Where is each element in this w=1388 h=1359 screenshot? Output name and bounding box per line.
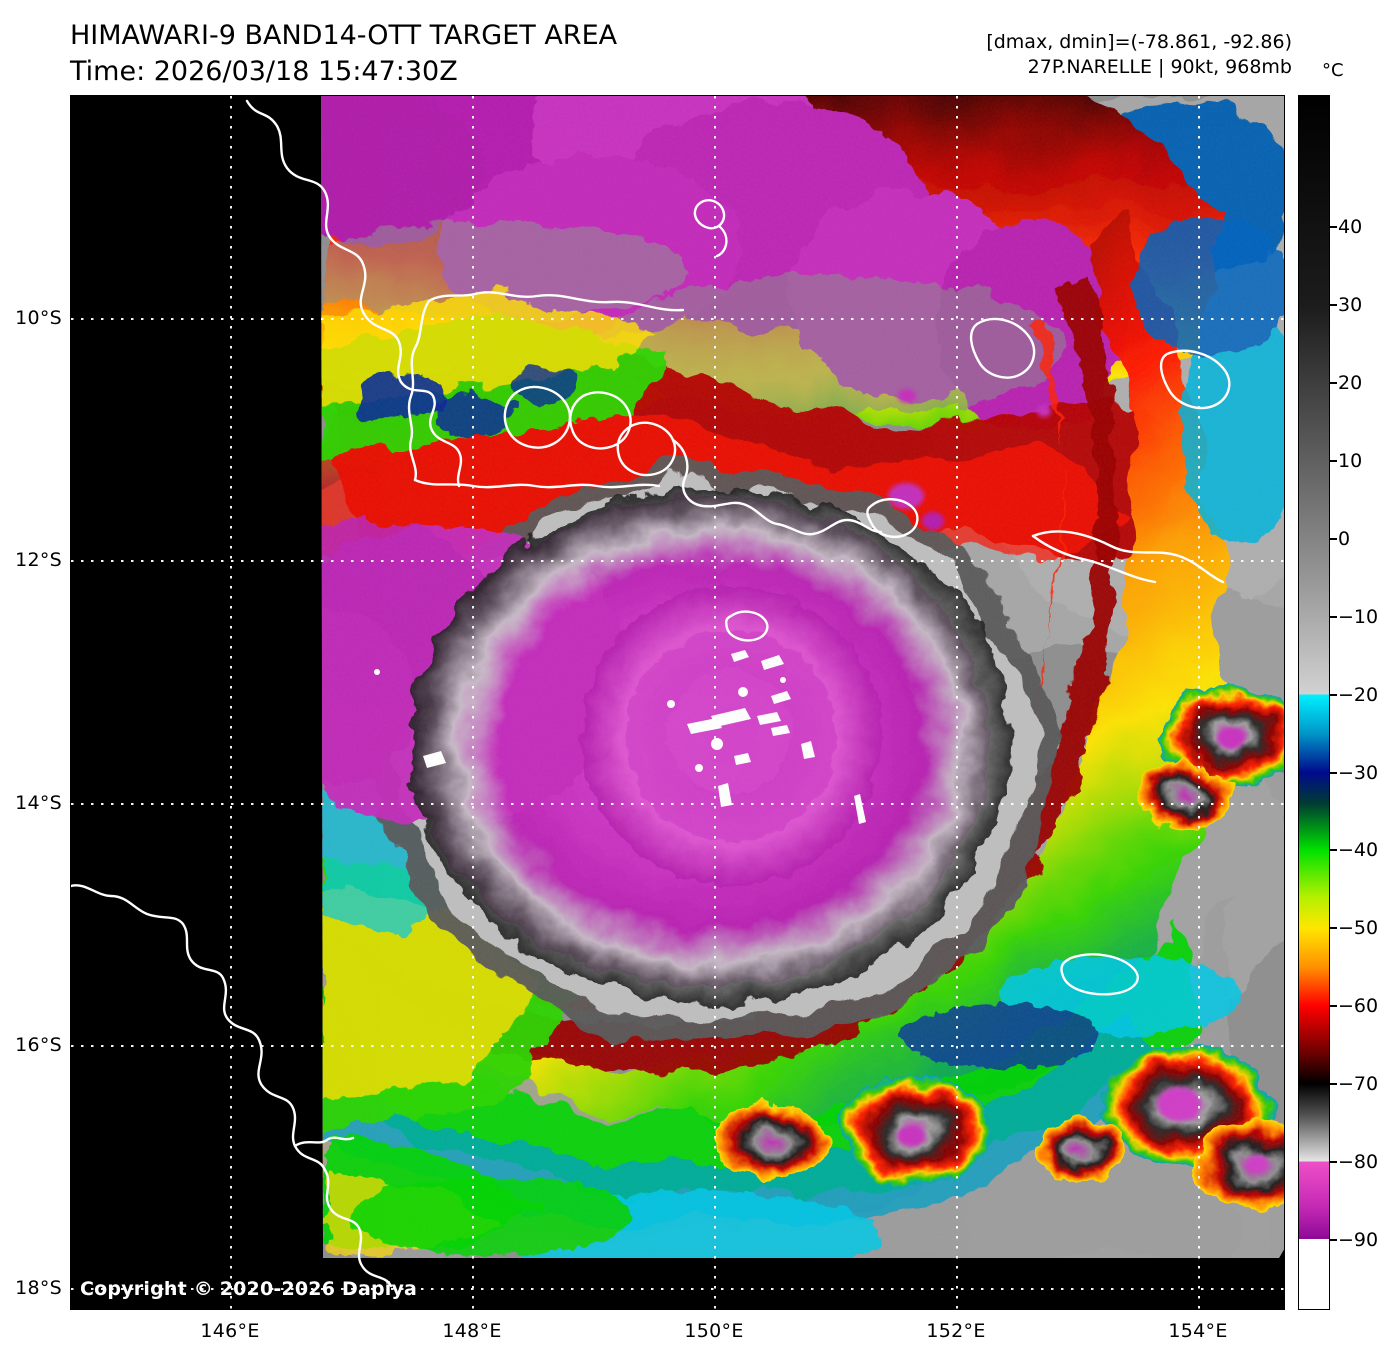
colorbar-tick-label: −40 <box>1338 839 1379 862</box>
satellite-imagery-canvas <box>71 96 1284 1309</box>
y-axis-tick-label: 14°S <box>15 792 62 814</box>
page-title: HIMAWARI-9 BAND14-OTT TARGET AREA <box>70 20 618 51</box>
y-axis-tick-label: 16°S <box>15 1034 62 1056</box>
y-axis-tick-label: 10°S <box>15 307 62 329</box>
colorbar-tick-mark <box>1330 304 1337 307</box>
colorbar-tick-label: −90 <box>1338 1228 1379 1251</box>
y-axis-tick-label: 18°S <box>15 1277 62 1299</box>
colorbar-tick-label: 10 <box>1338 450 1363 473</box>
colorbar-tick-label: −70 <box>1338 1073 1379 1096</box>
colorbar-tick-mark <box>1330 460 1337 463</box>
colorbar-tick-mark <box>1330 1083 1337 1086</box>
colorbar-tick-label: 40 <box>1338 216 1363 239</box>
colorbar-tick-label: −80 <box>1338 1151 1379 1174</box>
colorbar-tick-mark <box>1330 771 1337 774</box>
storm-info-label: 27P.NARELLE | 90kt, 968mb <box>1027 55 1292 78</box>
x-axis-tick-label: 152°E <box>926 1320 986 1342</box>
colorbar-tick-mark <box>1330 537 1337 540</box>
x-axis-tick-label: 148°E <box>442 1320 502 1342</box>
colorbar-tick-mark <box>1330 693 1337 696</box>
coastline-overlay <box>71 99 1231 1288</box>
colorbar[interactable] <box>1298 95 1330 1310</box>
colorbar-unit-label: °C <box>1322 60 1344 81</box>
colorbar-tick-mark <box>1330 226 1337 229</box>
colorbar-tick-mark <box>1330 849 1337 852</box>
colorbar-tick-label: −10 <box>1338 605 1379 628</box>
colorbar-tick-mark <box>1330 382 1337 385</box>
colorbar-tick-mark <box>1330 1238 1337 1241</box>
title-block: HIMAWARI-9 BAND14-OTT TARGET AREA Time: … <box>70 18 617 89</box>
x-axis-tick-label: 150°E <box>684 1320 744 1342</box>
copyright-label: Copyright © 2020-2026 Dapiya <box>80 1278 418 1300</box>
metadata-block: [dmax, dmin]=(-78.861, -92.86) 27P.NAREL… <box>986 30 1292 79</box>
colorbar-tick-mark <box>1330 1005 1337 1008</box>
colorbar-tick-label: −20 <box>1338 683 1379 706</box>
colorbar-tick-label: 0 <box>1338 527 1351 550</box>
colorbar-tick-label: 20 <box>1338 372 1363 395</box>
lat-lon-gridlines <box>71 96 1284 1309</box>
colorbar-tick-mark <box>1330 1161 1337 1164</box>
colorbar-gradient <box>1299 96 1329 1309</box>
colorbar-tick-mark <box>1330 615 1337 618</box>
x-axis-tick-label: 146°E <box>200 1320 260 1342</box>
x-axis-tick-label: 154°E <box>1168 1320 1228 1342</box>
y-axis-tick-label: 12°S <box>15 549 62 571</box>
colorbar-tick-label: −30 <box>1338 761 1379 784</box>
ir-brightness-temperature-field <box>321 96 1284 1258</box>
colorbar-tick-label: 30 <box>1338 294 1363 317</box>
satellite-image-plot[interactable] <box>70 95 1285 1310</box>
timestamp-label: Time: 2026/03/18 15:47:30Z <box>70 55 458 87</box>
colorbar-tick-label: −60 <box>1338 995 1379 1018</box>
colorbar-tick-label: −50 <box>1338 917 1379 940</box>
colorbar-tick-mark <box>1330 927 1337 930</box>
dminmax-label: [dmax, dmin]=(-78.861, -92.86) <box>986 31 1292 53</box>
